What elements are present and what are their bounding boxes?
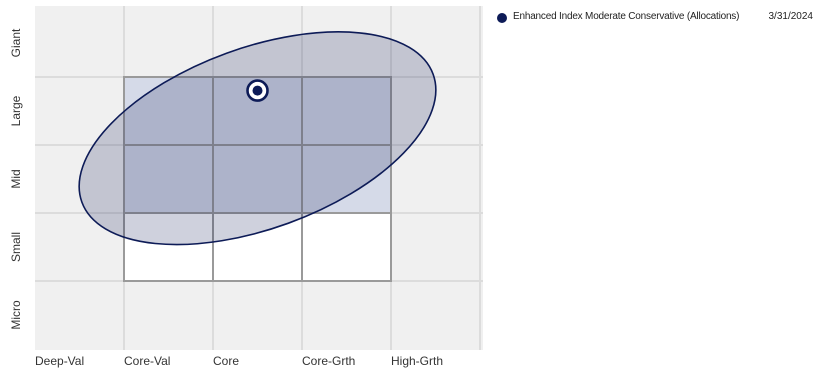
y-tick-label: Micro: [9, 300, 23, 330]
style-box-cell: [301, 212, 392, 282]
legend-date: 3/31/2024: [768, 11, 814, 22]
x-tick-label: Core-Val: [124, 354, 170, 368]
centroid-marker-dot: [252, 85, 263, 96]
y-tick-label: Small: [9, 232, 23, 262]
legend: Enhanced Index Moderate Conservative (Al…: [497, 10, 815, 26]
style-box-cell: [123, 76, 214, 146]
y-tick-label: Large: [9, 95, 23, 126]
x-tick-label: Core-Grth: [302, 354, 355, 368]
legend-marker: [497, 13, 507, 23]
x-tick-label: Core: [213, 354, 239, 368]
style-box-cell: [123, 144, 214, 214]
legend-series-name: Enhanced Index Moderate Conservative (Al…: [513, 11, 740, 22]
style-box-cell: [123, 212, 214, 282]
x-tick-label: Deep-Val: [35, 354, 84, 368]
x-tick-label: High-Grth: [391, 354, 443, 368]
ownership-zone-ellipse: [78, 31, 437, 246]
y-tick-label: Giant: [9, 28, 23, 57]
y-tick-label: Mid: [9, 169, 23, 188]
